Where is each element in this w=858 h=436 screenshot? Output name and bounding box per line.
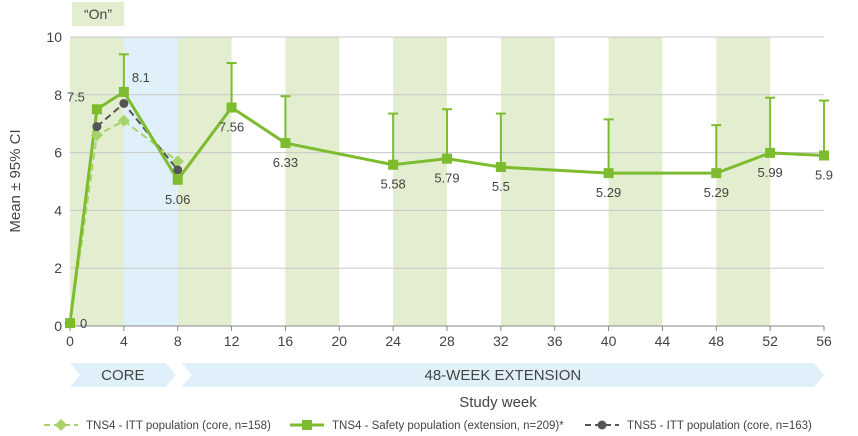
x-tick-label: 16	[278, 333, 294, 349]
x-tick-label: 8	[174, 333, 182, 349]
data-label: 6.33	[273, 155, 298, 170]
x-tick-label: 28	[439, 333, 455, 349]
legend-item: TNS4 - Safety population (extension, n=2…	[290, 420, 564, 432]
point-tns4-safety	[280, 138, 291, 149]
point-tns5-itt	[119, 98, 129, 108]
phase-layer: CORE 48-WEEK EXTENSION	[70, 363, 824, 387]
point-tns5-itt	[92, 122, 102, 132]
legend-item: TNS4 - ITT population (core, n=158)	[44, 419, 271, 432]
data-label: 5.58	[380, 177, 405, 192]
series-line-tns4-itt	[69, 119, 179, 324]
point-tns4-safety	[819, 150, 829, 161]
point-layer	[64, 86, 829, 330]
x-tick-label: 24	[385, 333, 401, 349]
on-label-box	[72, 2, 124, 26]
phase-label: CORE	[101, 367, 144, 384]
legend-marker-circle	[597, 420, 607, 430]
legend-marker-diamond	[55, 419, 67, 431]
on-period-band	[177, 37, 232, 326]
legend-label: TNS5 - ITT population (core, n=163)	[627, 420, 812, 432]
y-tick-label: 10	[46, 29, 62, 45]
on-period-band	[285, 37, 340, 326]
data-label: 8.1	[132, 70, 150, 85]
error-bar-layer	[118, 53, 829, 174]
on-period-band	[608, 37, 663, 326]
legend-marker-square	[302, 420, 312, 430]
legend-label: TNS4 - ITT population (core, n=158)	[86, 420, 271, 432]
phase-arrow	[70, 363, 176, 387]
data-label-layer: 0 7.5 8.1 5.06 7.56 6.33 5.58 5.79 5.5 5.29 5.29 5.…	[67, 70, 833, 331]
point-tns4-itt	[90, 129, 103, 142]
point-tns4-safety	[388, 159, 399, 170]
legend-item: TNS5 - ITT population (core, n=163)	[585, 420, 812, 432]
on-period-band	[500, 37, 555, 326]
x-tick-label: 32	[493, 333, 509, 349]
x-tick-label: 40	[601, 333, 617, 349]
core-period-band	[123, 37, 178, 326]
y-tick-label: 6	[54, 145, 62, 161]
point-tns4-safety	[118, 86, 129, 97]
on-period-band	[70, 37, 124, 326]
data-label: 5.06	[165, 192, 190, 207]
x-tick-label: 20	[331, 333, 347, 349]
y-tick-label: 0	[54, 318, 62, 334]
x-tick-label: 36	[547, 333, 563, 349]
point-tns4-itt	[117, 114, 130, 127]
data-label: 7.5	[67, 89, 85, 104]
point-tns4-safety	[226, 102, 237, 113]
data-label: 5.5	[492, 179, 510, 194]
data-label: 5.99	[757, 165, 782, 180]
point-tns4-itt	[171, 155, 184, 168]
band-layer	[70, 37, 771, 326]
data-label: 5.29	[704, 185, 729, 200]
point-tns4-safety	[603, 168, 614, 179]
x-tick-label: 56	[816, 333, 832, 349]
data-label: 0	[80, 316, 87, 331]
point-tns4-safety	[65, 318, 75, 329]
point-tns4-safety	[442, 153, 452, 164]
data-label: 5.9	[815, 167, 833, 182]
x-tick-label: 48	[708, 333, 724, 349]
phase-arrow	[181, 363, 824, 387]
data-label: 7.56	[219, 120, 244, 135]
y-tick-label: 8	[54, 87, 62, 103]
point-tns4-safety	[495, 162, 506, 173]
data-label: 5.29	[596, 185, 621, 200]
point-tns5-itt	[173, 165, 183, 175]
x-tick-label: 0	[66, 333, 74, 349]
on-period-band	[393, 37, 447, 326]
point-tns4-safety	[172, 174, 183, 185]
phase-label: 48-WEEK EXTENSION	[425, 367, 582, 384]
x-tick-label: 44	[655, 333, 671, 349]
data-label: 5.79	[434, 171, 459, 186]
point-tns4-safety	[91, 104, 102, 115]
x-tick-label: 12	[224, 333, 240, 349]
legend-label: TNS4 - Safety population (extension, n=2…	[332, 420, 564, 432]
x-tick-label: 4	[120, 333, 128, 349]
y-tick-label: 4	[54, 202, 62, 218]
y-tick-label: 2	[54, 260, 62, 276]
legend: TNS4 - ITT population (core, n=158) TNS4 …	[44, 419, 812, 432]
y-axis-label: Mean ± 95% CI	[7, 129, 24, 232]
point-tns4-safety	[711, 168, 722, 179]
x-tick-label: 52	[762, 333, 778, 349]
point-tns4-safety	[765, 147, 776, 158]
on-label: “On”	[84, 6, 112, 22]
x-axis-label: Study week	[459, 394, 537, 411]
on-period-band	[716, 37, 771, 326]
